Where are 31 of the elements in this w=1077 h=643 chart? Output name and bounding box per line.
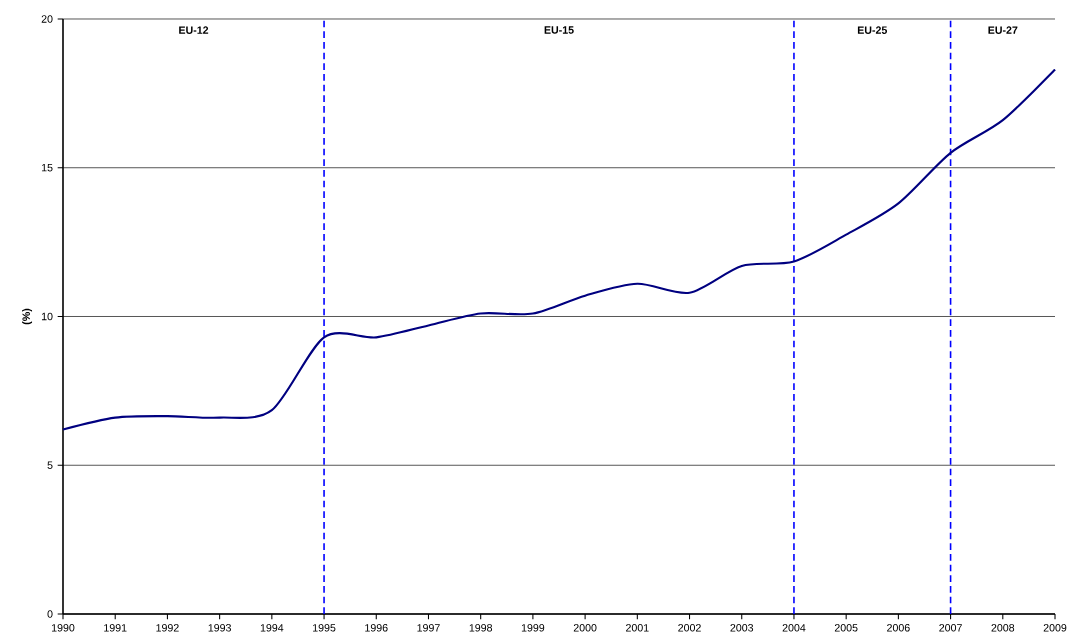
x-tick-label: 2008 — [991, 624, 1015, 632]
y-tick-label: 10 — [41, 312, 53, 321]
x-tick-label: 2007 — [939, 624, 962, 632]
x-tick-label: 1997 — [417, 624, 440, 632]
annotation: EU-15 — [544, 26, 574, 34]
x-tick-label: 2000 — [573, 624, 597, 632]
y-tick-label: 20 — [41, 15, 53, 23]
x-tick-label: 2003 — [730, 624, 754, 632]
x-tick-label: 2009 — [1043, 624, 1067, 632]
y-axis-title: (%) — [22, 308, 33, 325]
y-tick-label: 5 — [47, 461, 53, 469]
annotation: EU-27 — [988, 26, 1018, 34]
x-tick-label: 1994 — [260, 624, 284, 632]
y-tick-label: 15 — [41, 164, 53, 172]
x-tick-label: 2002 — [678, 624, 701, 632]
x-tick-label: 1993 — [208, 624, 231, 632]
line-series — [61, 68, 1057, 431]
x-tick-label: 1990 — [51, 624, 75, 632]
x-tick-label: 1992 — [156, 624, 179, 632]
y-tick-label: 0 — [47, 610, 53, 618]
x-tick-label: 2004 — [782, 624, 806, 632]
x-tick-label: 1996 — [365, 624, 388, 632]
annotation: EU-25 — [857, 26, 888, 34]
x-tick-label: 2001 — [626, 624, 649, 632]
annotation: EU-12 — [179, 26, 209, 34]
x-tick-label: 1995 — [313, 624, 336, 632]
x-tick-label: 2006 — [887, 624, 910, 632]
x-tick-label: 2005 — [834, 624, 858, 632]
x-tick-label: 1999 — [521, 624, 545, 632]
x-tick-label: 1991 — [104, 624, 127, 632]
x-tick-label: 1998 — [469, 624, 493, 632]
